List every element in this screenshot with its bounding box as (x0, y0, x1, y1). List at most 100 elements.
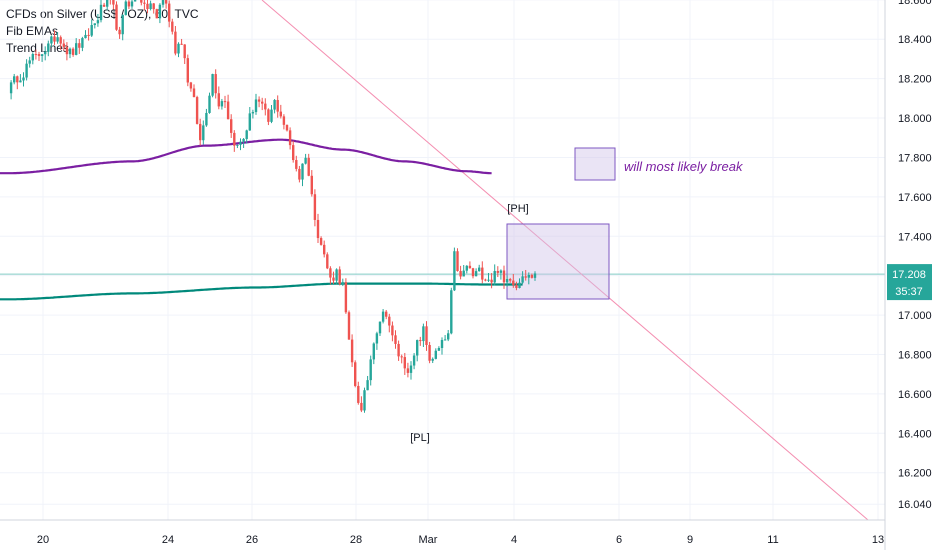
break-note-text: will most likely break (624, 159, 744, 174)
candle-body (409, 365, 413, 373)
candle-body (230, 119, 233, 133)
candle-body (25, 63, 28, 78)
candle-body (34, 54, 38, 56)
candle-body (521, 276, 524, 283)
x-tick-label: 4 (511, 534, 517, 546)
candle-body (468, 265, 472, 269)
candle-body (326, 254, 329, 269)
candle-body (9, 82, 13, 94)
candle-body (37, 54, 41, 56)
candle-body (288, 130, 292, 146)
candle-body (236, 144, 239, 146)
y-tick-label: 17.600 (898, 192, 932, 204)
x-axis[interactable]: 20 24 26 28 Mar 4 6 9 11 13 (0, 519, 885, 546)
candle-body (195, 97, 199, 124)
candle-body (214, 74, 217, 94)
candle-body (28, 60, 31, 64)
candle-body (270, 109, 273, 122)
candle-body (419, 340, 422, 342)
candle-body (199, 123, 202, 141)
candle-body (279, 111, 282, 117)
candle-body (295, 160, 298, 169)
ema-slow-line (0, 138, 492, 175)
indicator-fib-emas[interactable]: Fib EMAs (6, 24, 59, 38)
candle-body (524, 276, 527, 278)
candle-body (416, 340, 419, 356)
y-tick-label: 16.600 (898, 389, 932, 401)
candle-body (248, 113, 251, 131)
candle-body (75, 43, 78, 55)
candle-body (155, 9, 158, 19)
candle-body (261, 101, 264, 104)
candle-body (319, 238, 323, 245)
candle-body (515, 285, 518, 288)
candle-body (140, 0, 143, 3)
candle-body (16, 76, 19, 83)
candle-body (292, 145, 295, 161)
symbol-title[interactable]: CFDs on Silver (US$ / OZ), 60, TVC (6, 7, 199, 21)
y-tick-label: 16.040 (898, 499, 932, 511)
y-axis[interactable]: 16.040 16.200 16.400 16.600 16.800 17.000 17.2… (884, 0, 932, 550)
x-tick-label: 13 (872, 534, 884, 546)
candle-body (307, 157, 310, 176)
candle-body (499, 270, 503, 273)
candle-body (133, 0, 137, 2)
candle-body (177, 43, 180, 54)
candle-body (456, 251, 459, 272)
candle-body (208, 95, 211, 113)
candle-body (174, 31, 177, 54)
candle-body (161, 0, 165, 5)
y-tick-label: 18.600 (898, 0, 932, 7)
annotation-boxes (506, 147, 616, 300)
candle-body (44, 51, 47, 55)
candle-body (121, 14, 124, 35)
x-tick-label: Mar (419, 534, 438, 546)
candle-body (412, 355, 416, 366)
candle-body (264, 103, 267, 110)
x-tick-label: 11 (767, 534, 778, 546)
candle-body (440, 340, 444, 349)
candlestick-series (9, 0, 537, 413)
candle-body (366, 380, 369, 391)
candle-body (267, 109, 270, 122)
candle-body (474, 271, 478, 277)
trend-line-layer (261, 0, 869, 521)
candle-body (394, 335, 397, 344)
candle-body (53, 36, 56, 42)
pivot-high-label: [PH] (507, 203, 528, 215)
x-tick-label: 26 (246, 534, 258, 546)
candle-body (484, 279, 487, 281)
candle-body (338, 269, 341, 284)
candle-body (316, 219, 320, 239)
candle-body (251, 112, 255, 114)
candle-body (65, 46, 69, 55)
candle-body (245, 130, 248, 139)
candle-body (372, 343, 375, 360)
candle-body (471, 268, 475, 277)
candle-body (87, 34, 90, 36)
candle-body (509, 279, 512, 281)
candle-body (357, 385, 360, 403)
candle-body (388, 316, 391, 326)
candle-body (59, 37, 62, 44)
candle-body (344, 282, 348, 313)
indicator-trend-lines[interactable]: Trend Lines (6, 41, 69, 55)
y-tick-label: 18.200 (898, 74, 932, 86)
candle-body (233, 132, 236, 146)
candle-body (143, 2, 146, 4)
candle-body (192, 88, 196, 98)
descending-trend-line (261, 0, 869, 521)
x-tick-label: 28 (350, 534, 362, 546)
candle-body (93, 23, 96, 26)
candle-body (242, 138, 245, 142)
candle-body (202, 125, 205, 141)
candle-body (226, 101, 230, 120)
candle-body (217, 93, 220, 107)
y-tick-label: 16.400 (898, 428, 932, 440)
candle-body (518, 282, 521, 288)
x-tick-label: 20 (37, 534, 49, 546)
countdown-label: 35:37 (895, 286, 923, 298)
candle-body (350, 339, 354, 363)
x-tick-label: 9 (687, 534, 693, 546)
